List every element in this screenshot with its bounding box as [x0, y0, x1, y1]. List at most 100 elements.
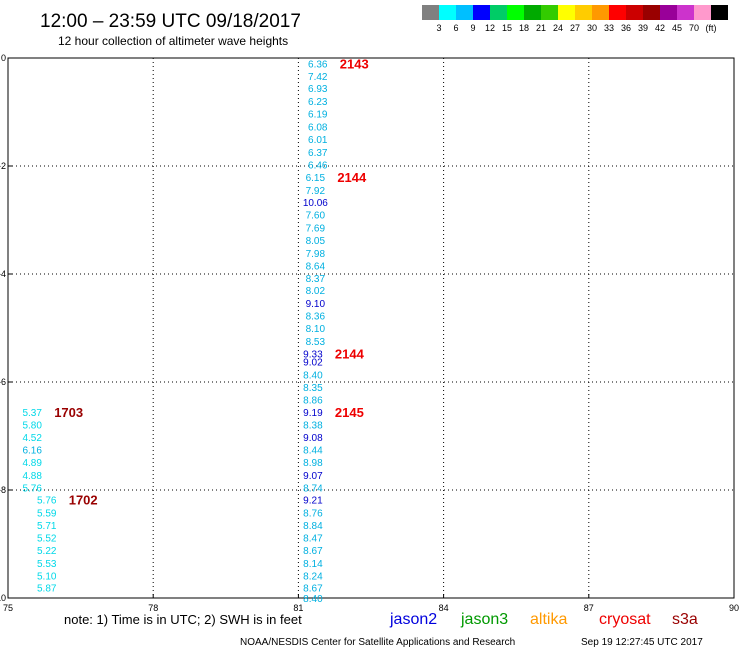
satellite-legend-item: jason3 — [460, 611, 508, 628]
y-tick-label: -4 — [0, 269, 6, 279]
wave-height-value: 7.42 — [308, 72, 328, 83]
colorbar-swatch — [592, 5, 609, 20]
pass-label: 2144 — [337, 170, 367, 185]
colorbar-swatch — [507, 5, 524, 20]
wave-height-value: 8.76 — [303, 509, 323, 520]
colorbar-swatch — [473, 5, 490, 20]
wave-height-value: 8.05 — [306, 236, 326, 247]
wave-height-value: 5.59 — [37, 509, 57, 520]
wave-height-value: 7.92 — [306, 186, 326, 197]
wave-height-value: 8.37 — [306, 274, 326, 285]
colorbar-swatch — [711, 5, 728, 20]
plot-frame — [7, 57, 735, 599]
wave-height-value: 9.19 — [303, 408, 323, 419]
colorbar-swatch — [677, 5, 694, 20]
wave-height-value: 5.80 — [22, 421, 42, 432]
wave-height-value: 4.52 — [22, 433, 42, 444]
wave-height-value: 7.60 — [306, 211, 326, 222]
wave-height-value: 9.33 — [303, 349, 323, 360]
y-tick-label: -10 — [0, 593, 6, 603]
wave-height-value: 8.84 — [303, 521, 323, 532]
colorbar-label: 15 — [502, 23, 512, 33]
wave-height-value: 6.93 — [308, 84, 328, 95]
wave-height-value: 5.53 — [37, 559, 57, 570]
colorbar-swatch — [456, 5, 473, 20]
x-tick-label: 81 — [293, 603, 303, 613]
colorbar-label: 24 — [553, 23, 563, 33]
footer-source: NOAA/NESDIS Center for Satellite Applica… — [240, 637, 515, 648]
wave-height-value: 8.86 — [303, 395, 323, 406]
wave-height-value: 8.44 — [303, 446, 323, 457]
x-tick-label: 78 — [148, 603, 158, 613]
wave-height-value: 4.89 — [22, 458, 42, 469]
wave-height-value: 8.67 — [303, 546, 323, 557]
wave-height-value: 8.47 — [303, 534, 323, 545]
colorbar-label: 45 — [672, 23, 682, 33]
wave-height-value: 8.40 — [303, 594, 323, 605]
satellite-legend-item: cryosat — [599, 611, 651, 628]
wave-height-value: 5.71 — [37, 521, 57, 532]
colorbar-swatch — [626, 5, 643, 20]
wave-height-value: 8.67 — [303, 584, 323, 595]
colorbar-swatch — [558, 5, 575, 20]
wave-height-value: 8.40 — [303, 370, 323, 381]
wave-height-value: 9.10 — [306, 299, 326, 310]
wave-height-value: 8.10 — [306, 324, 326, 335]
wave-height-value: 5.76 — [37, 496, 57, 507]
colorbar-swatch — [524, 5, 541, 20]
y-tick-label: -2 — [0, 161, 6, 171]
pass-label: 2145 — [335, 405, 364, 420]
wave-height-value: 8.24 — [303, 571, 323, 582]
y-tick-label: -8 — [0, 485, 6, 495]
wave-height-value: 6.15 — [306, 173, 326, 184]
colorbar-label: 27 — [570, 23, 580, 33]
wave-height-value: 8.36 — [306, 312, 326, 323]
colorbar-swatch — [422, 5, 439, 20]
x-tick-label: 84 — [439, 603, 449, 613]
wave-height-value: 5.76 — [22, 483, 42, 494]
colorbar: 3 6 9 12 15 18 21 24 27 30 33 36 39 42 45 70 (ft) — [422, 5, 728, 33]
chart-title: 12:00 – 23:59 UTC 09/18/2017 — [40, 11, 301, 32]
footer-timestamp: Sep 19 12:27:45 UTC 2017 — [581, 637, 703, 648]
wave-height-value: 8.14 — [303, 559, 323, 570]
pass-label: 1702 — [69, 493, 98, 508]
wave-height-value: 8.02 — [306, 286, 326, 297]
colorbar-label: 9 — [470, 23, 475, 33]
colorbar-swatch — [609, 5, 626, 20]
wave-height-value: 8.38 — [303, 421, 323, 432]
colorbar-swatch — [490, 5, 507, 20]
wave-height-value: 5.52 — [37, 534, 57, 545]
wave-height-value: 5.22 — [37, 546, 57, 557]
colorbar-label: 12 — [485, 23, 495, 33]
colorbar-swatch — [643, 5, 660, 20]
x-axis-ticks: 75 78 81 84 87 90 — [3, 594, 739, 613]
wave-height-value: 4.88 — [22, 471, 42, 482]
wave-height-value: 7.98 — [306, 249, 326, 260]
pass-label: 1703 — [54, 405, 83, 420]
wave-height-value: 8.64 — [306, 261, 326, 272]
x-tick-label: 75 — [3, 603, 13, 613]
colorbar-label: (ft) — [706, 23, 717, 33]
wave-height-value: 5.87 — [37, 584, 57, 595]
colorbar-label: 70 — [689, 23, 699, 33]
wave-height-value: 6.16 — [22, 446, 42, 457]
pass-label: 2144 — [335, 346, 365, 361]
wave-height-value: 6.19 — [308, 110, 328, 121]
wave-height-value: 10.06 — [303, 198, 328, 209]
y-tick-label: 0 — [1, 53, 6, 63]
satellite-legend-item: altika — [530, 611, 567, 628]
wave-height-value: 7.69 — [306, 224, 326, 235]
wave-height-value: 6.08 — [308, 123, 328, 134]
wave-height-value: 5.10 — [37, 571, 57, 582]
units-note: note: 1) Time is in UTC; 2) SWH is in fe… — [64, 612, 302, 627]
wave-height-value: 8.98 — [303, 458, 323, 469]
x-tick-label: 90 — [729, 603, 739, 613]
colorbar-label: 36 — [621, 23, 631, 33]
pass-label: 2143 — [340, 56, 369, 71]
colorbar-label: 21 — [536, 23, 546, 33]
colorbar-swatch — [575, 5, 592, 20]
colorbar-label: 42 — [655, 23, 665, 33]
chart-subtitle: 12 hour collection of altimeter wave hei… — [58, 34, 288, 48]
satellite-legend: jason2 jason3 altika cryosat s3a — [389, 611, 698, 628]
